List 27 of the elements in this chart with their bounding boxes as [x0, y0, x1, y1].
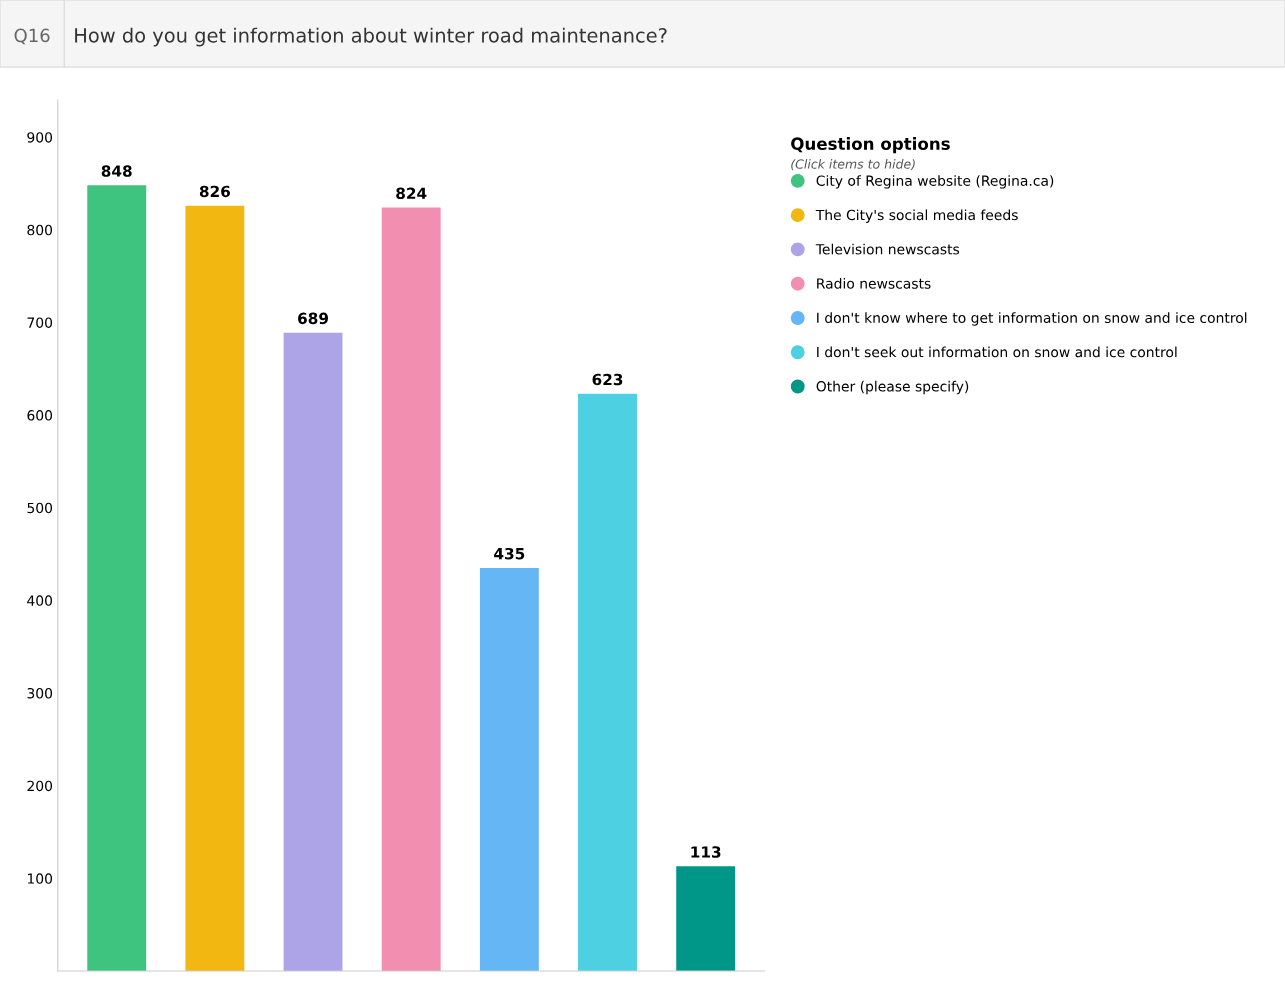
y-tick-label: 200: [27, 780, 53, 792]
legend-label: Radio newscasts: [817, 278, 931, 289]
y-tick-label: 700: [27, 317, 53, 328]
data-label: 824: [396, 187, 427, 200]
y-tick-label: 500: [27, 502, 53, 514]
legend-title: Question options: [791, 137, 950, 154]
legend-label: I don't know where to get information on snow and ice control: [817, 312, 1247, 326]
data-label: 623: [592, 373, 623, 386]
text: (Click items to hide): [791, 159, 915, 171]
legend-label: Television newscasts: [815, 243, 960, 255]
data-label: 689: [298, 312, 329, 325]
y-tick-label: 300: [27, 688, 53, 699]
y-tick-label: 900: [27, 132, 53, 143]
y-tick-label: 800: [27, 224, 53, 236]
data-label: 435: [494, 547, 525, 560]
legend-label: City of Regina website (Regina.ca): [816, 175, 1054, 189]
legend-label: The City's social media feeds: [815, 209, 1018, 223]
data-label: 826: [199, 185, 230, 198]
chart-title: How do you get information about winter road maintenance?: [75, 27, 667, 47]
y-tick-label: 400: [27, 595, 53, 606]
legend-label: Other (please specify): [816, 380, 969, 395]
y-tick-label: 600: [27, 410, 53, 421]
legend-label: I don't seek out information on snow and ice control: [817, 346, 1177, 358]
data-label: 113: [691, 846, 721, 858]
data-label: 848: [101, 165, 132, 177]
y-tick-label: 100: [27, 873, 53, 884]
text: Q16: [14, 28, 50, 45]
